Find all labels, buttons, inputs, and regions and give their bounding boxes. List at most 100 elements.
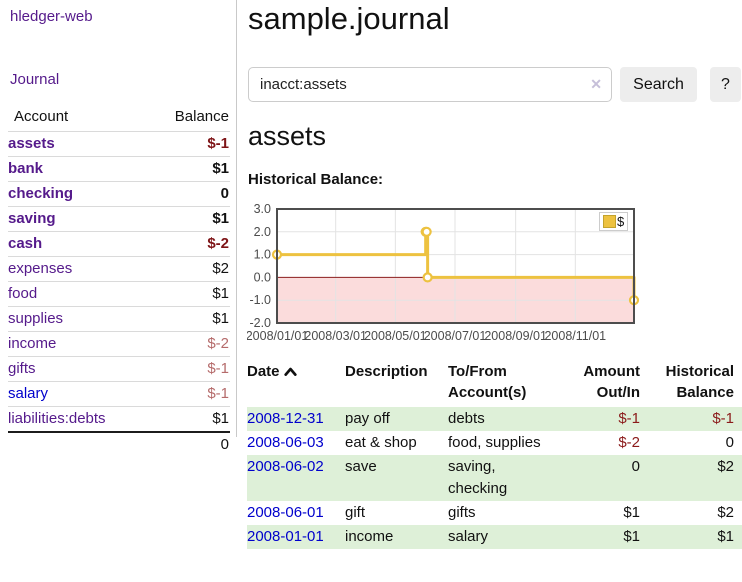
transaction-accounts: food, supplies [448,434,541,451]
x-tick-label: 2008/07/01 [424,329,487,343]
account-row: assets $-1 [8,131,230,157]
x-tick-label: 2008/03/01 [304,329,367,343]
chart-point [422,272,433,283]
account-link-bank[interactable]: bank [8,160,44,177]
search-button[interactable]: Search [620,67,697,102]
account-balance: $1 [150,406,230,432]
account-link-salary[interactable]: salary [8,385,49,402]
accounts-header-account: Account [14,108,69,125]
y-tick-label: 1.0 [254,248,271,262]
transaction-accounts: debts [448,410,485,427]
accounts-total-row: 0 [8,431,230,457]
transaction-amount: $1 [623,528,640,545]
transaction-description: save [345,458,377,475]
account-link-food[interactable]: food [8,285,38,302]
account-balance: $1 [150,206,230,232]
chart-point [421,226,432,237]
account-row: liabilities:debts $1 [8,406,230,432]
chart-legend: $ [599,212,629,231]
x-tick-label: 2008/11/01 [544,329,606,343]
balance-chart: 3.0 2.0 1.0 0.0 -1.0 -2.0 2008/01/01 2008/03/01… [247,203,742,353]
transaction-date-link[interactable]: 2008-01-01 [247,528,324,545]
help-button[interactable]: ? [710,67,741,102]
account-link-checking[interactable]: checking [8,185,74,202]
account-link-income[interactable]: income [8,335,57,352]
account-link-supplies[interactable]: supplies [8,310,64,327]
register-header-date[interactable]: Date [247,359,345,407]
register-row: 2008-06-02 save saving, checking 0 $2 [247,455,742,501]
sidebar-item-journal[interactable]: Journal [10,71,60,88]
search-box: ✕ [248,67,612,102]
account-row: salary $-1 [8,381,230,407]
transaction-date-link[interactable]: 2008-12-31 [247,410,324,427]
transaction-date-link[interactable]: 2008-06-01 [247,504,324,521]
account-balance: $1 [150,281,230,307]
x-tick-label: 2008/09/01 [484,329,547,343]
transaction-date-link[interactable]: 2008-06-03 [247,434,324,451]
register-row: 2008-01-01 income salary $1 $1 [247,525,742,549]
register-header-balance: Historical Balance [665,363,734,401]
chart-heading: Historical Balance: [248,171,384,188]
legend-label: $ [617,214,625,229]
accounts-total-value: 0 [150,431,230,457]
page-title: sample.journal [248,1,450,36]
account-row: checking 0 [8,181,230,207]
transaction-balance: $2 [717,504,734,521]
register-row: 2008-06-01 gift gifts $1 $2 [247,501,742,525]
register-header-amount: Amount Out/In [583,363,640,401]
transaction-date-link[interactable]: 2008-06-02 [247,458,324,475]
transaction-amount: $-1 [618,410,640,427]
transaction-balance: $1 [717,528,734,545]
search-bar: ✕ Search ? [248,67,741,102]
account-balance: $-1 [150,131,230,157]
register-header-row: Date Description To/From Account(s) Amou… [247,359,742,407]
register-row: 2008-06-03 eat & shop food, supplies $-2… [247,431,742,455]
account-row: income $-2 [8,331,230,357]
transaction-amount: $1 [623,504,640,521]
search-input[interactable] [248,67,612,102]
y-tick-label: 0.0 [254,270,271,284]
transaction-description: pay off [345,410,390,427]
account-link-saving[interactable]: saving [8,210,56,227]
transaction-balance: $2 [717,458,734,475]
account-balance: $-2 [150,231,230,257]
legend-swatch [603,215,616,228]
account-row: food $1 [8,281,230,307]
register-table: Date Description To/From Account(s) Amou… [247,359,742,549]
transaction-description: gift [345,504,366,521]
account-row: bank $1 [8,156,230,182]
account-link-liabilities-debts[interactable]: liabilities:debts [8,410,106,427]
main-content: sample.journal ✕ Search ? assets Histori… [247,0,742,582]
register-header-description: Description [345,363,428,380]
sort-asc-icon [283,367,297,376]
transaction-accounts: salary [448,528,489,545]
account-link-assets[interactable]: assets [8,135,55,152]
account-link-gifts[interactable]: gifts [8,360,36,377]
chart-border [276,208,635,324]
register-row: 2008-12-31 pay off debts $-1 $-1 [247,407,742,431]
y-tick-label: 2.0 [254,225,271,239]
account-row: cash $-2 [8,231,230,257]
account-balance: $-2 [150,331,230,357]
account-balance: 0 [150,181,230,207]
account-balance: $2 [150,256,230,282]
account-link-cash[interactable]: cash [8,235,43,252]
account-heading: assets [248,121,327,151]
transaction-balance: $-1 [712,410,734,427]
y-tick-label: 3.0 [254,203,271,216]
accounts-header-balance: Balance [174,108,229,125]
balance-chart-canvas: 3.0 2.0 1.0 0.0 -1.0 -2.02008/01/012008/03/01… [247,203,640,343]
accounts-table: Account Balance assets $-1 bank $1 check… [8,105,230,457]
account-link-expenses[interactable]: expenses [8,260,73,277]
transaction-description: income [345,528,394,545]
account-balance: $-1 [150,356,230,382]
transaction-accounts: saving, checking [448,458,508,497]
y-tick-label: -1.0 [249,293,271,307]
transaction-amount: 0 [631,458,640,475]
account-row: gifts $-1 [8,356,230,382]
brand-link[interactable]: hledger-web [10,8,93,25]
register-header-accounts: To/From Account(s) [448,363,527,401]
clear-search-icon[interactable]: ✕ [590,76,602,92]
account-row: expenses $2 [8,256,230,282]
x-tick-label: 2008/05/01 [364,329,427,343]
